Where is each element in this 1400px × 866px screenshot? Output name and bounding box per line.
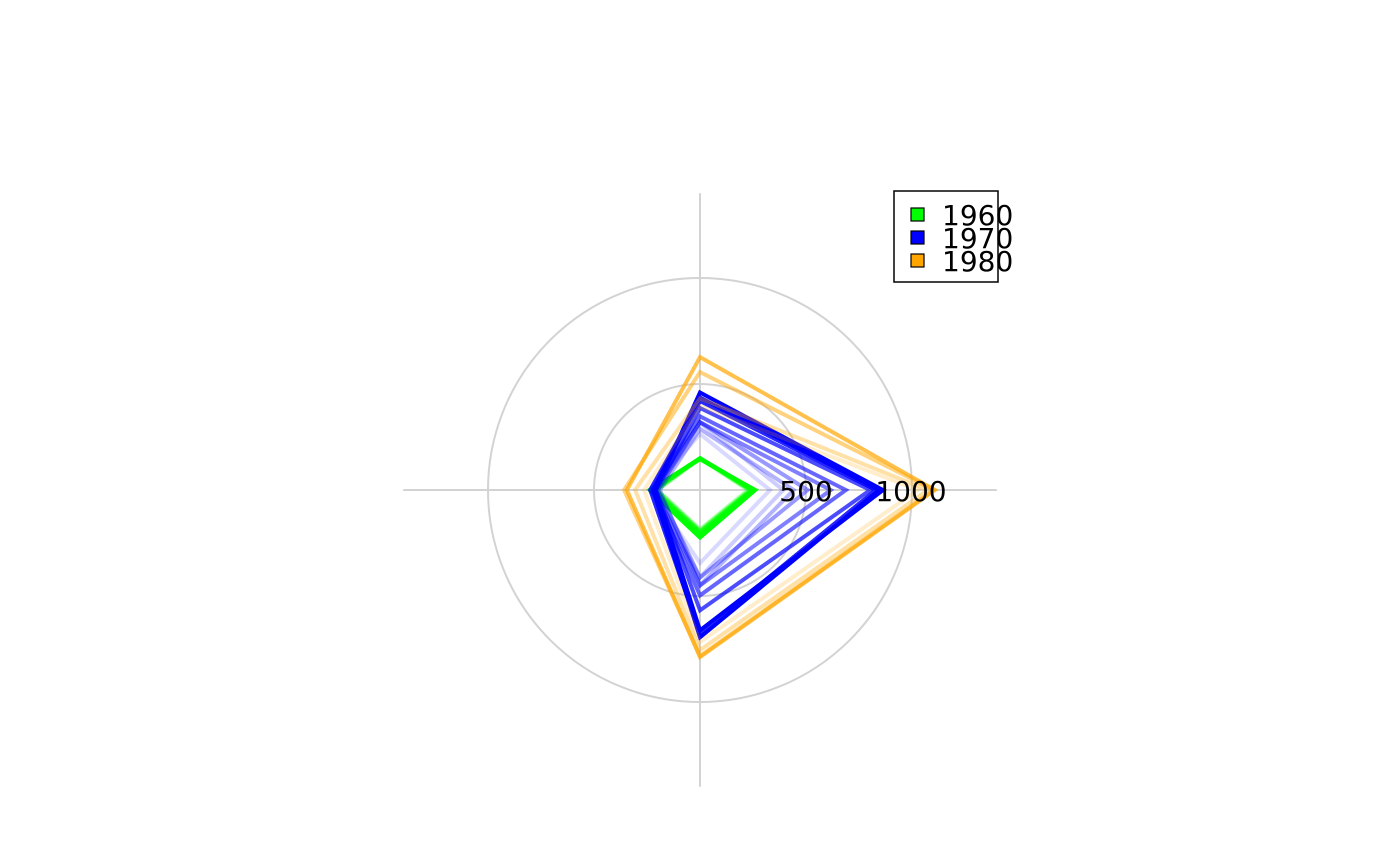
- ring-tick-label-1000: 1000: [875, 475, 946, 508]
- series-1980-19: [624, 354, 939, 661]
- radar-series: [621, 354, 939, 661]
- legend-swatch-1960: [910, 207, 925, 222]
- ring-tick-labels: 500 1000: [779, 475, 946, 508]
- legend-swatch-1970: [910, 230, 925, 245]
- legend-label-1980: 1980: [942, 245, 1013, 278]
- series-1970-14: [650, 394, 883, 641]
- series-1980-17: [632, 395, 933, 654]
- series-1970-15: [653, 389, 887, 634]
- ring-tick-label-500: 500: [779, 475, 832, 508]
- series-1980-16: [641, 403, 923, 646]
- legend-label-1960: 1960: [942, 199, 1013, 232]
- series-1970-8: [657, 426, 797, 589]
- legend-label-1970: 1970: [942, 222, 1013, 255]
- legend-swatch-1980: [910, 253, 925, 268]
- legend: 1960 1970 1980: [893, 190, 1013, 283]
